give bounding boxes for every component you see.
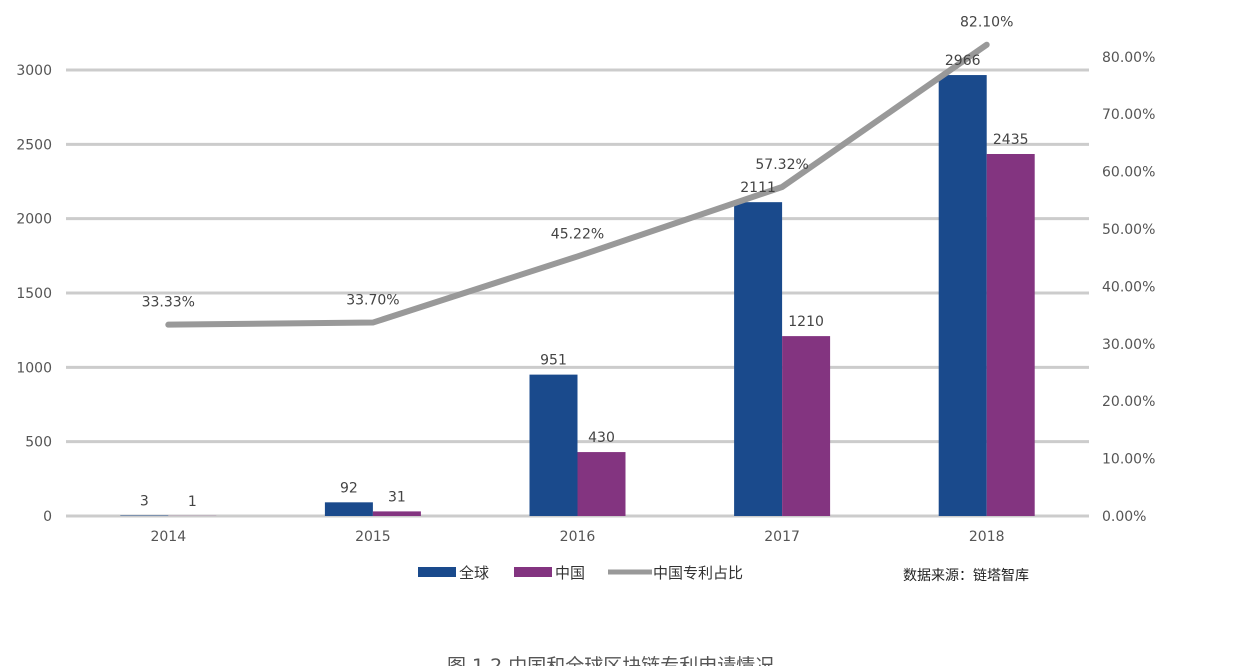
bar-value-label: 31 <box>388 489 406 505</box>
y-right-tick-label: 30.00% <box>1102 337 1155 353</box>
bar-value-label: 2435 <box>993 132 1029 148</box>
share-polyline <box>165 41 990 328</box>
bar-value-label: 1 <box>188 494 197 510</box>
y-right-tick-label: 10.00% <box>1102 452 1155 468</box>
y-right-tick-label: 40.00% <box>1102 279 1155 295</box>
x-tick-label: 2015 <box>355 529 391 545</box>
y-right-tick-label: 70.00% <box>1102 107 1155 123</box>
y-right-tick-label: 80.00% <box>1102 50 1155 66</box>
y-left-tick-label: 500 <box>25 435 52 451</box>
bar <box>324 502 373 516</box>
legend-label-china: 中国 <box>555 564 585 582</box>
bar-value-label: 430 <box>588 430 615 446</box>
y-left-tick-label: 0 <box>43 509 52 525</box>
y-left-tick-label: 3000 <box>16 63 52 79</box>
legend-label-global: 全球 <box>459 564 489 582</box>
data-labels: 3 92 951 2111 2966 1 31 430 1210 2435 33.33% 33.70%… <box>140 15 1029 510</box>
bar <box>577 452 626 516</box>
legend-swatch-china <box>514 567 552 577</box>
line-value-label: 82.10% <box>960 15 1013 31</box>
bar <box>938 75 987 517</box>
y-right-tick-label: 20.00% <box>1102 394 1155 410</box>
share-line <box>165 41 990 328</box>
bar-value-label: 92 <box>340 480 358 496</box>
x-tick-label: 2018 <box>969 529 1005 545</box>
y-right-tick-label: 0.00% <box>1102 509 1146 525</box>
y-right-tick-label: 50.00% <box>1102 222 1155 238</box>
line-value-label: 33.70% <box>346 293 399 309</box>
x-tick-label: 2016 <box>560 529 596 545</box>
x-axis: 2014 2015 2016 2017 2018 <box>150 529 1004 545</box>
y-right-tick-label: 60.00% <box>1102 165 1155 181</box>
left-axis: 0 500 1000 1500 2000 2500 3000 <box>16 63 52 525</box>
right-axis: 0.00% 10.00% 20.00% 30.00% 40.00% 50.00% 60.00… <box>1102 50 1155 525</box>
bar <box>782 336 831 516</box>
bars <box>120 75 1035 517</box>
line-value-label: 33.33% <box>142 295 195 311</box>
bar <box>529 374 578 516</box>
bar <box>986 153 1035 516</box>
y-left-tick-label: 1000 <box>16 360 52 376</box>
grid-lines <box>66 68 1089 518</box>
bar-value-label: 1210 <box>788 314 824 330</box>
bar-value-label: 2111 <box>740 180 776 196</box>
figure-caption: 图 1.2 中国和全球区块链专利申请情况 <box>447 655 774 666</box>
line-value-label: 45.22% <box>551 226 604 242</box>
bar-value-label: 2966 <box>945 53 981 69</box>
x-tick-label: 2014 <box>150 529 186 545</box>
legend: 全球 中国 中国专利占比 <box>418 564 743 582</box>
bar <box>372 511 421 516</box>
y-left-tick-label: 1500 <box>16 286 52 302</box>
y-left-tick-label: 2500 <box>16 137 52 153</box>
legend-swatch-global <box>418 567 456 577</box>
legend-label-china-share: 中国专利占比 <box>653 564 743 582</box>
bar-value-label: 951 <box>540 353 567 369</box>
bar-value-label: 3 <box>140 494 149 510</box>
source-note: 数据来源：链塔智库 <box>903 568 1029 584</box>
line-value-label: 57.32% <box>755 157 808 173</box>
bar <box>734 202 783 516</box>
x-tick-label: 2017 <box>764 529 800 545</box>
y-left-tick-label: 2000 <box>16 212 52 228</box>
